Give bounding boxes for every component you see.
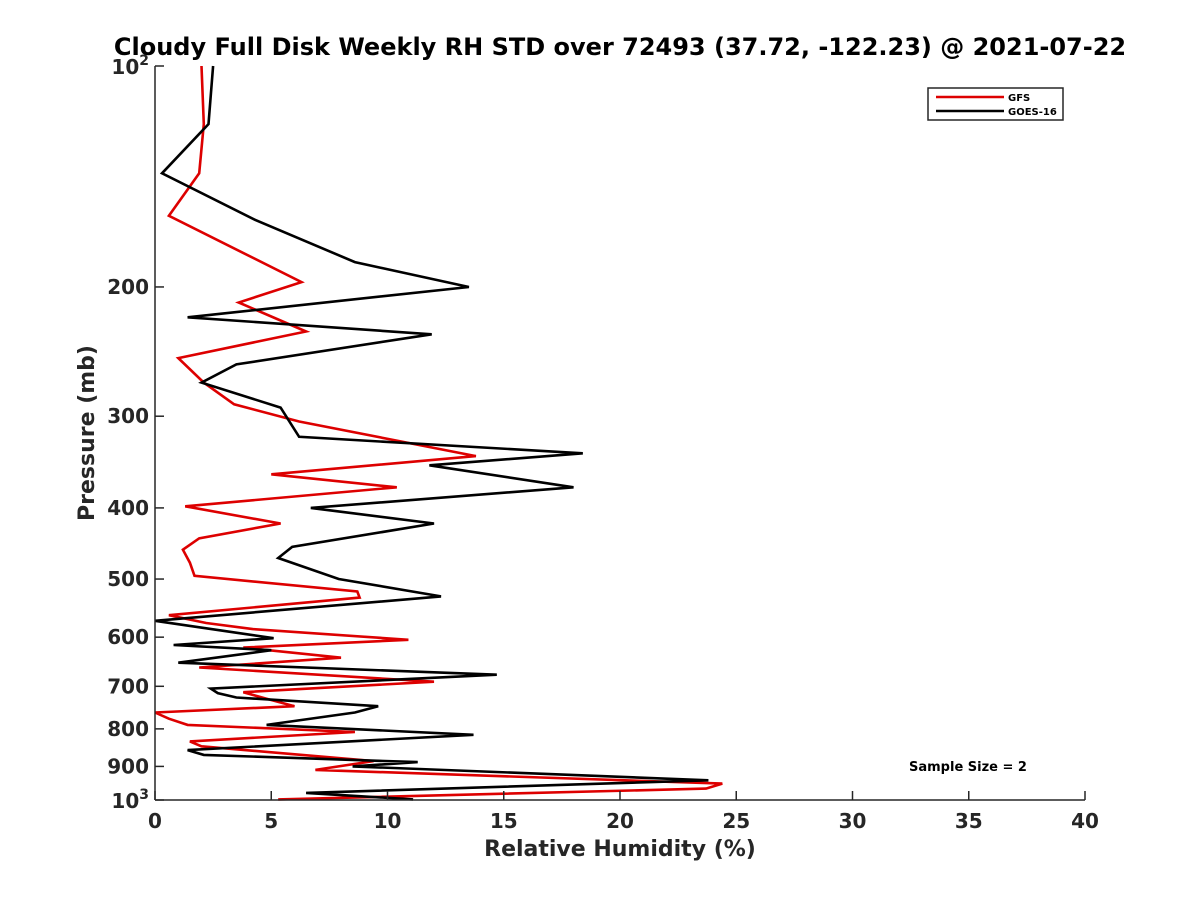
- tick-layer: 0 5 10 15 20 25 30 35 40 200 300 400 500 600 700 800 900…: [107, 53, 1099, 833]
- x-tick-label: 0: [148, 809, 162, 833]
- series-layer: [154, 65, 723, 801]
- y-tick-label: 600: [107, 625, 149, 649]
- legend: GFS GOES-16: [927, 87, 1064, 121]
- legend-label-goes16: GOES-16: [1008, 107, 1057, 118]
- x-tick-label: 35: [955, 809, 983, 833]
- y-tick-label: 200: [107, 275, 149, 299]
- legend-label-gfs: GFS: [1008, 93, 1030, 104]
- x-tick-label: 5: [264, 809, 278, 833]
- y-tick-label: 500: [107, 567, 149, 591]
- x-tick-label: 20: [606, 809, 634, 833]
- y-tick-label: 700: [107, 674, 149, 698]
- x-axis-label: Relative Humidity (%): [484, 837, 756, 862]
- y-tick-label: 300: [107, 404, 149, 428]
- y-tick-label-power: 103: [111, 787, 149, 813]
- legend-box: [927, 87, 1064, 121]
- series-line-gfs: [154, 65, 723, 801]
- x-tick-label: 10: [374, 809, 402, 833]
- series-line-goes16: [154, 65, 709, 801]
- y-tick-label: 900: [107, 754, 149, 778]
- y-tick-label: 800: [107, 717, 149, 741]
- x-tick-label: 30: [839, 809, 867, 833]
- y-axis-label: Pressure (mb): [75, 345, 100, 521]
- y-tick-label: 400: [107, 496, 149, 520]
- x-tick-label: 40: [1071, 809, 1099, 833]
- x-tick-label: 15: [490, 809, 518, 833]
- y-tick-label-power: 102: [111, 53, 149, 79]
- chart-title: Cloudy Full Disk Weekly RH STD over 7249…: [114, 33, 1126, 61]
- sample-size-annotation: Sample Size = 2: [909, 760, 1027, 775]
- x-tick-label: 25: [722, 809, 750, 833]
